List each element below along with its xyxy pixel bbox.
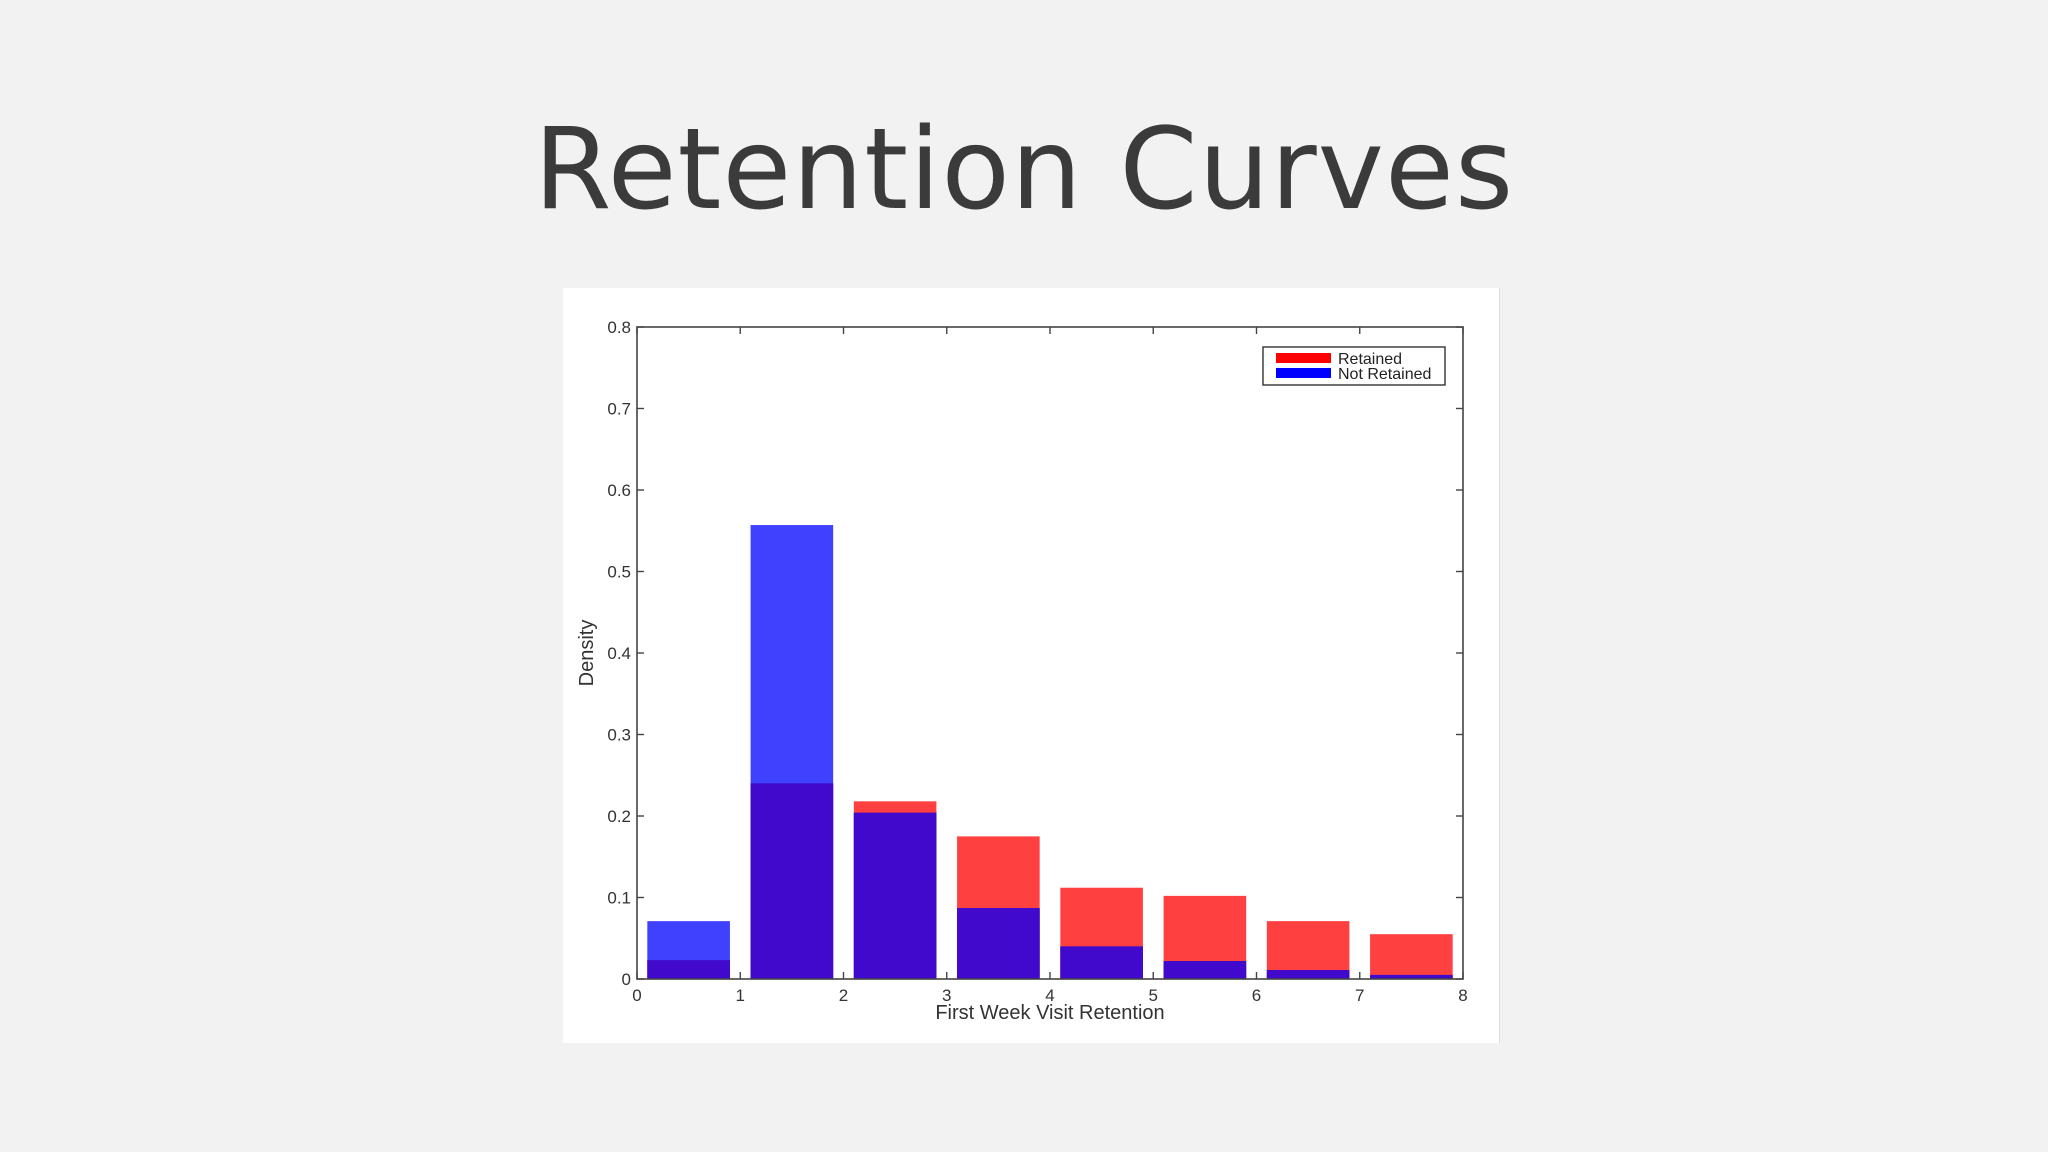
x-axis-label: First Week Visit Retention xyxy=(935,1002,1164,1024)
x-tick-label-4: 4 xyxy=(1045,986,1054,1005)
bar-overlap-3 xyxy=(957,908,1040,979)
chart-panel: 0 1 2 3 4 5 6 7 8 0 0.1 0.2 0.3 0.4 0.5 0.6 0.7 0.8 First… xyxy=(563,288,1499,1043)
bar-overlap-4 xyxy=(1060,946,1143,979)
y-tick-label-4: 0.4 xyxy=(607,644,631,663)
x-tick-label-5: 5 xyxy=(1149,986,1158,1005)
x-tick-label-6: 6 xyxy=(1252,986,1261,1005)
x-tick-label-7: 7 xyxy=(1355,986,1364,1005)
legend-label-not-retained: Not Retained xyxy=(1338,366,1431,383)
legend-swatch-not-retained xyxy=(1276,368,1331,378)
x-tick-label-8: 8 xyxy=(1458,986,1467,1005)
x-tick-label-3: 3 xyxy=(942,986,951,1005)
bar-overlap-0 xyxy=(647,960,730,979)
legend-swatch-retained xyxy=(1276,353,1331,363)
y-tick-label-0: 0 xyxy=(622,970,631,989)
bar-overlap-7 xyxy=(1370,974,1453,979)
y-tick-label-7: 0.7 xyxy=(607,400,631,419)
bar-overlap-6 xyxy=(1266,970,1350,979)
legend: Retained Not Retained xyxy=(1262,346,1446,386)
x-tick-label-2: 2 xyxy=(839,986,848,1005)
bar-overlap-5 xyxy=(1163,961,1247,979)
x-tick-label-0: 0 xyxy=(632,986,641,1005)
y-tick-label-5: 0.5 xyxy=(607,563,631,582)
bars-layer xyxy=(647,525,1453,979)
y-axis-label: Density xyxy=(576,620,598,687)
y-tick-label-2: 0.2 xyxy=(607,807,631,826)
x-tick-label-1: 1 xyxy=(736,986,745,1005)
bar-retained-6 xyxy=(1266,921,1350,979)
y-tick-label-1: 0.1 xyxy=(607,889,631,908)
y-tick-label-6: 0.6 xyxy=(607,481,631,500)
slide-title: Retention Curves xyxy=(533,105,1515,235)
ticks-layer: 0 1 2 3 4 5 6 7 8 0 0.1 0.2 0.3 0.4 0.5 0.6 0.7 0.8 xyxy=(607,318,1467,1005)
bar-overlap-1 xyxy=(750,783,834,979)
bar-overlap-2 xyxy=(853,812,937,979)
y-tick-label-3: 0.3 xyxy=(607,726,631,745)
bar-retained-7 xyxy=(1370,934,1453,979)
histogram-chart: 0 1 2 3 4 5 6 7 8 0 0.1 0.2 0.3 0.4 0.5 0.6 0.7 0.8 First… xyxy=(576,318,1468,1024)
y-tick-label-8: 0.8 xyxy=(607,318,631,337)
legend-label-retained: Retained xyxy=(1338,351,1402,368)
